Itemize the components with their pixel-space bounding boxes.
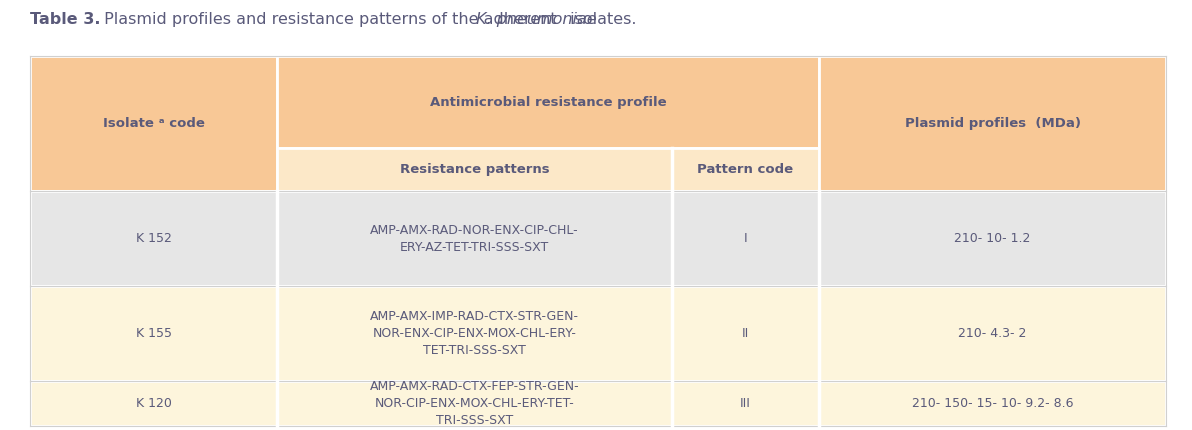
Text: I: I <box>744 232 747 245</box>
Text: K 152: K 152 <box>136 232 172 245</box>
Text: Plasmid profiles and resistance patterns of the adherent: Plasmid profiles and resistance patterns… <box>99 12 561 27</box>
Bar <box>819 381 1166 426</box>
Bar <box>671 381 819 426</box>
Text: III: III <box>740 396 751 410</box>
Text: AMP-AMX-IMP-RAD-CTX-STR-GEN-
NOR-ENX-CIP-ENX-MOX-CHL-ERY-
TET-TRI-SSS-SXT: AMP-AMX-IMP-RAD-CTX-STR-GEN- NOR-ENX-CIP… <box>370 310 579 357</box>
Bar <box>30 191 278 286</box>
Bar <box>30 381 278 426</box>
Text: 210- 150- 15- 10- 9.2- 8.6: 210- 150- 15- 10- 9.2- 8.6 <box>912 396 1073 410</box>
Bar <box>278 286 671 381</box>
Text: Antimicrobial resistance profile: Antimicrobial resistance profile <box>430 95 666 109</box>
Text: Isolate ᵃ code: Isolate ᵃ code <box>103 117 205 130</box>
Bar <box>278 381 671 426</box>
Bar <box>671 286 819 381</box>
Text: Resistance patterns: Resistance patterns <box>399 163 550 176</box>
Text: Table 3.: Table 3. <box>30 12 100 27</box>
Bar <box>30 56 278 191</box>
Text: K. pneumoniae: K. pneumoniae <box>476 12 596 27</box>
Text: K 155: K 155 <box>136 327 172 340</box>
Bar <box>819 191 1166 286</box>
Text: Plasmid profiles  (MDa): Plasmid profiles (MDa) <box>905 117 1080 130</box>
Bar <box>30 286 278 381</box>
Bar <box>278 191 671 286</box>
Text: AMP-AMX-RAD-NOR-ENX-CIP-CHL-
ERY-AZ-TET-TRI-SSS-SXT: AMP-AMX-RAD-NOR-ENX-CIP-CHL- ERY-AZ-TET-… <box>371 224 579 254</box>
Text: K 120: K 120 <box>136 396 172 410</box>
Text: AMP-AMX-RAD-CTX-FEP-STR-GEN-
NOR-CIP-ENX-MOX-CHL-ERY-TET-
TRI-SSS-SXT: AMP-AMX-RAD-CTX-FEP-STR-GEN- NOR-CIP-ENX… <box>370 380 579 427</box>
Bar <box>819 56 1166 191</box>
Text: 210- 10- 1.2: 210- 10- 1.2 <box>955 232 1031 245</box>
Text: Pattern code: Pattern code <box>697 163 794 176</box>
Bar <box>671 191 819 286</box>
Bar <box>278 148 819 191</box>
Bar <box>819 286 1166 381</box>
Bar <box>278 56 819 148</box>
Text: II: II <box>741 327 749 340</box>
Text: 210- 4.3- 2: 210- 4.3- 2 <box>958 327 1026 340</box>
Text: isolates.: isolates. <box>565 12 637 27</box>
